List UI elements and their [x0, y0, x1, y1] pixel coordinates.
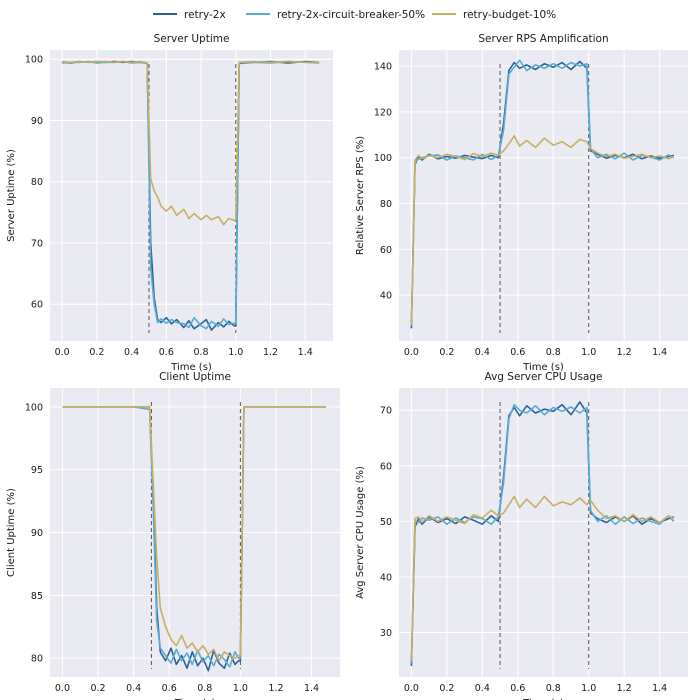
x-tick-label: 1.0 [228, 347, 243, 358]
x-axis-label: Time (s) [174, 698, 216, 700]
y-tick-label: 30 [380, 628, 392, 639]
chart-title: Server RPS Amplification [478, 33, 608, 45]
x-tick-label: 1.4 [298, 347, 313, 358]
x-tick-label: 0.6 [162, 683, 177, 694]
legend-label-retry-2x: retry-2x [184, 9, 226, 21]
x-axis-label: Time (s) [522, 362, 564, 373]
panel-server-rps: 0.0 0.2 0.4 0.6 0.8 1.0 1.2 1.4 40 60 80 100 120 140 S… [355, 33, 688, 373]
y-tick-label: 40 [380, 291, 392, 302]
y-axis-label: Client Uptime (%) [6, 488, 17, 577]
x-tick-label: 0.0 [404, 347, 419, 358]
x-tick-label: 1.0 [581, 347, 596, 358]
y-tick-label: 80 [380, 199, 392, 210]
y-tick-label: 60 [380, 461, 392, 472]
x-tick-label: 1.2 [617, 347, 632, 358]
x-tick-label: 1.2 [263, 347, 278, 358]
chart-title: Avg Server CPU Usage [485, 371, 603, 383]
y-tick-label: 100 [25, 55, 43, 66]
x-tick-label: 0.8 [546, 683, 561, 694]
y-tick-label: 120 [374, 107, 392, 118]
x-tick-label: 1.4 [652, 683, 667, 694]
y-tick-label: 60 [31, 300, 43, 311]
x-tick-label: 0.4 [475, 347, 490, 358]
series-line-circuit-breaker [410, 59, 675, 327]
y-axis-label: Avg Server CPU Usage (%) [355, 466, 366, 599]
x-tick-label: 1.4 [304, 683, 319, 694]
legend-label-retry-budget: retry-budget-10% [463, 9, 556, 21]
y-axis-label: Server Uptime (%) [6, 149, 17, 242]
x-tick-label: 0.8 [546, 347, 561, 358]
legend-label-circuit-breaker: retry-2x-circuit-breaker-50% [277, 9, 425, 21]
chart-title: Client Uptime [159, 371, 231, 383]
series-line-retry-budget [410, 135, 675, 326]
y-tick-label: 70 [31, 238, 43, 249]
y-tick-label: 80 [31, 654, 43, 665]
panel-server-cpu: 0.0 0.2 0.4 0.6 0.8 1.0 1.2 1.4 30 40 50 60 70 Avg Se… [355, 371, 688, 700]
x-tick-label: 0.0 [404, 683, 419, 694]
x-tick-label: 0.2 [89, 347, 104, 358]
x-tick-label: 1.2 [617, 683, 632, 694]
x-tick-label: 0.6 [510, 347, 525, 358]
y-tick-label: 90 [31, 528, 43, 539]
x-tick-label: 0.8 [197, 683, 212, 694]
x-tick-label: 0.0 [55, 347, 70, 358]
x-tick-label: 0.6 [159, 347, 174, 358]
x-tick-label: 0.2 [439, 683, 454, 694]
x-tick-label: 1.0 [233, 683, 248, 694]
x-tick-label: 1.2 [268, 683, 283, 694]
y-tick-label: 40 [380, 572, 392, 583]
y-tick-label: 100 [25, 402, 43, 413]
chart-title: Server Uptime [154, 33, 230, 45]
x-tick-label: 0.4 [475, 683, 490, 694]
x-axis-label: Time (s) [522, 698, 564, 700]
y-tick-label: 50 [380, 517, 392, 528]
plot-area [399, 388, 688, 677]
series-line-retry-budget [62, 60, 320, 226]
x-tick-label: 0.8 [193, 347, 208, 358]
series-line-retry-budget [62, 405, 326, 662]
y-axis-label: Relative Server RPS (%) [355, 136, 366, 255]
y-tick-label: 100 [374, 153, 392, 164]
x-tick-label: 0.4 [124, 347, 139, 358]
plot-area [399, 50, 688, 341]
panel-client-uptime: 0.0 0.2 0.4 0.6 0.8 1.0 1.2 1.4 80 85 90 95 100 Clien… [6, 371, 340, 700]
x-tick-label: 0.0 [55, 683, 70, 694]
y-tick-label: 140 [374, 62, 392, 73]
x-tick-label: 0.6 [510, 683, 525, 694]
panel-server-uptime: 0.0 0.2 0.4 0.6 0.8 1.0 1.2 1.4 60 70 80 90 100 Serve… [6, 33, 333, 373]
y-tick-label: 95 [31, 465, 43, 476]
plot-area [50, 50, 333, 341]
x-tick-label: 0.4 [126, 683, 141, 694]
series-line-circuit-breaker [410, 403, 675, 664]
y-tick-label: 70 [380, 406, 392, 417]
legend: retry-2x retry-2x-circuit-breaker-50% re… [153, 9, 556, 21]
x-axis-label: Time (s) [170, 362, 212, 373]
x-tick-label: 1.0 [581, 683, 596, 694]
series-line-retry-budget [410, 495, 675, 661]
y-tick-label: 90 [31, 116, 43, 127]
y-tick-label: 60 [380, 245, 392, 256]
y-tick-label: 80 [31, 177, 43, 188]
x-tick-label: 0.2 [439, 347, 454, 358]
x-tick-label: 0.2 [90, 683, 105, 694]
y-tick-label: 85 [31, 591, 43, 602]
x-tick-label: 1.4 [652, 347, 667, 358]
